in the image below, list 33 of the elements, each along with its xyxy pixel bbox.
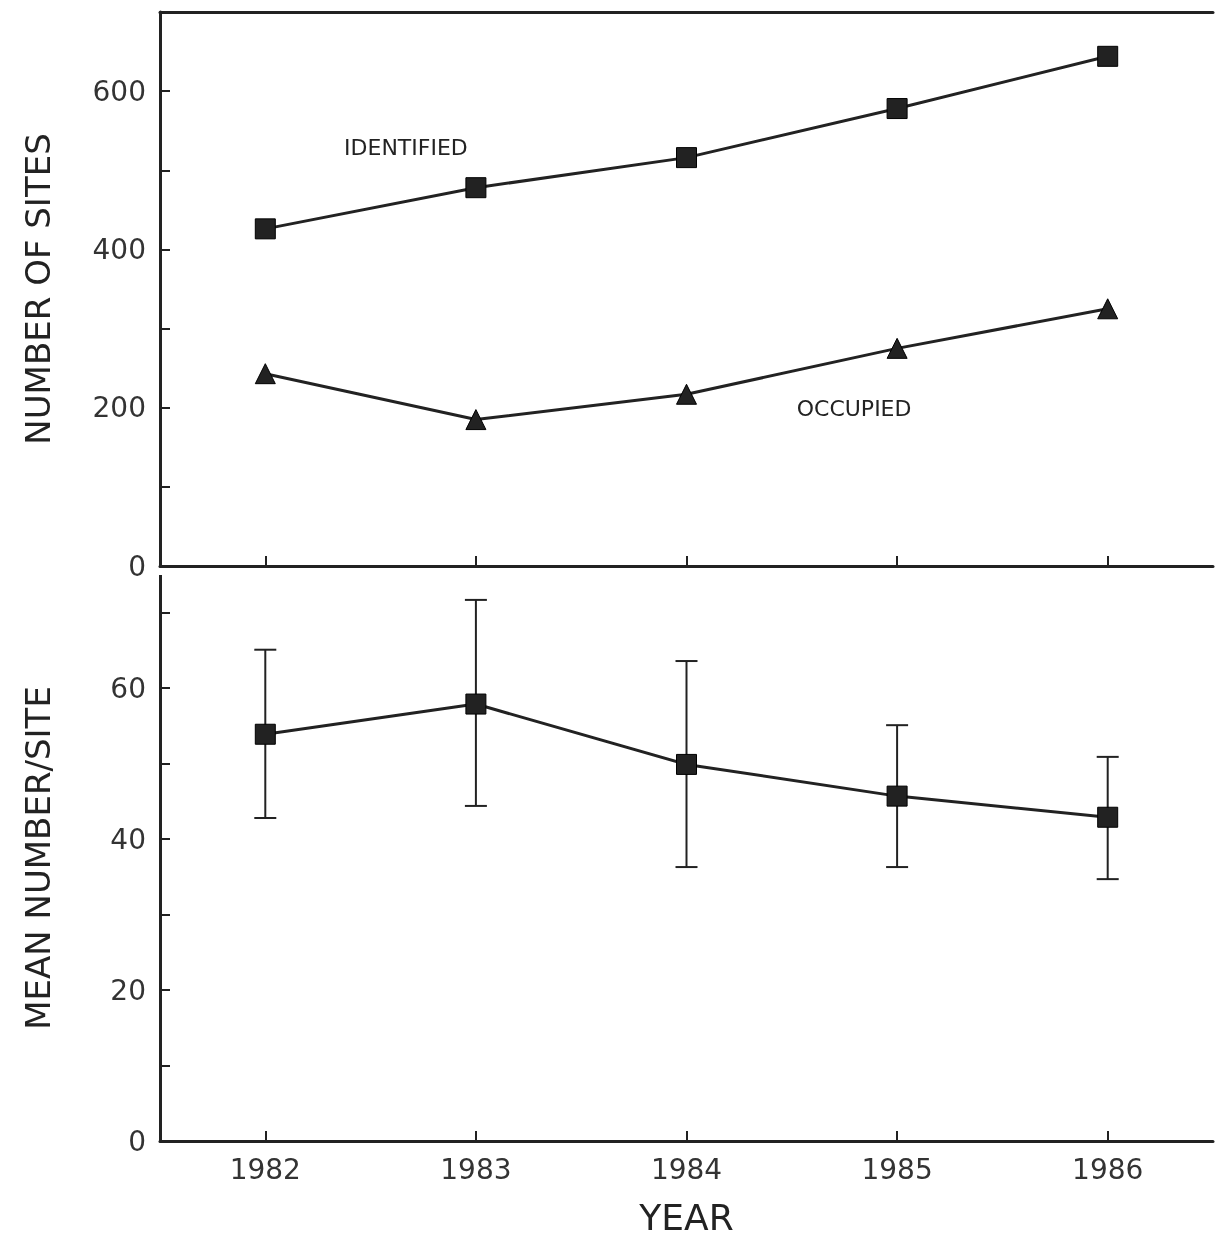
y-tick-label: 20 xyxy=(110,973,146,1007)
series-label: IDENTIFIED xyxy=(344,135,468,161)
y-tick-label: 60 xyxy=(110,671,146,705)
point xyxy=(465,409,487,431)
y-tick-label: 0 xyxy=(128,549,146,583)
point xyxy=(886,785,908,807)
y-axis-title: NUMBER OF SITES xyxy=(18,133,58,445)
y-tick-label: 0 xyxy=(128,1124,146,1158)
y-tick-label: 400 xyxy=(92,232,146,266)
y-tick-label: 40 xyxy=(110,822,146,856)
point xyxy=(465,177,487,199)
point xyxy=(465,693,487,715)
point xyxy=(254,218,276,240)
point xyxy=(1097,45,1119,67)
x-axis-title: YEAR xyxy=(638,1196,734,1238)
point xyxy=(886,98,908,120)
point xyxy=(1097,806,1119,828)
y-tick-label: 200 xyxy=(92,391,146,425)
x-tick-label: 1984 xyxy=(650,1152,723,1186)
x-tick-label: 1982 xyxy=(229,1152,301,1186)
y-tick-label: 600 xyxy=(92,74,146,108)
point xyxy=(886,337,908,359)
point xyxy=(254,723,276,745)
point xyxy=(676,753,697,775)
point xyxy=(254,363,276,385)
point xyxy=(1097,298,1119,320)
x-tick-label: 1985 xyxy=(861,1152,933,1186)
x-tick-label: 1983 xyxy=(440,1152,512,1186)
x-tick-label: 1986 xyxy=(1072,1152,1144,1186)
y-axis-title: MEAN NUMBER/SITE xyxy=(18,686,58,1030)
point xyxy=(676,147,697,169)
series-label: OCCUPIED xyxy=(796,395,912,421)
point xyxy=(676,383,697,405)
